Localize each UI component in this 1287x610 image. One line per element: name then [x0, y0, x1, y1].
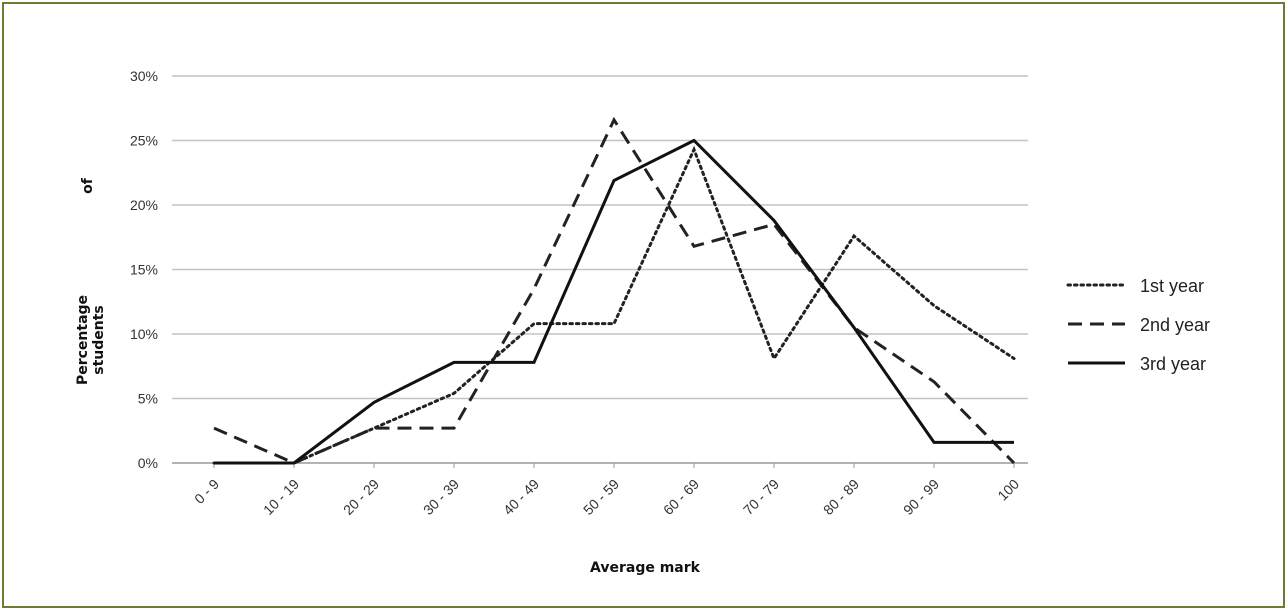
y-axis-title-line2: students	[91, 305, 107, 375]
series-line-1	[212, 145, 1016, 465]
legend: 1st year 2nd year 3rd year	[1066, 276, 1210, 374]
series-line-2	[213, 116, 1016, 465]
x-tick-label: 10 - 19	[260, 476, 302, 518]
y-axis-title: Percentage students	[75, 295, 107, 385]
x-tick-label: 80 - 89	[820, 476, 862, 518]
x-axis-title: Average mark	[590, 560, 701, 576]
y-tick-label: 15%	[130, 262, 158, 278]
y-tick-label: 30%	[130, 68, 158, 84]
series-line-3	[214, 138, 1014, 465]
x-tick-label: 90 - 99	[900, 476, 942, 518]
x-tick-label: 70 - 79	[740, 476, 782, 518]
y-axis-ticks: 0% 5% 10% 15% 20% 25% 30%	[130, 68, 158, 471]
x-tick-label: 20 - 29	[340, 476, 382, 518]
legend-label-2: 2nd year	[1140, 315, 1210, 335]
grid-lines	[172, 75, 1028, 464]
y-axis-title-line1: Percentage	[75, 295, 91, 385]
series-lines	[212, 116, 1016, 465]
x-tick-label: 40 - 49	[500, 476, 542, 518]
legend-label-3: 3rd year	[1140, 354, 1206, 374]
y-tick-label: 25%	[130, 133, 158, 149]
y-tick-label: 5%	[138, 391, 158, 407]
x-tick-label: 30 - 39	[420, 476, 462, 518]
y-tick-label: 20%	[130, 197, 158, 213]
x-axis-ticks: 0 - 9 10 - 19 20 - 29 30 - 39 40 - 49 50 - 59…	[191, 463, 1022, 518]
legend-label-1: 1st year	[1140, 276, 1204, 296]
x-tick-label: 0 - 9	[191, 476, 222, 507]
x-tick-label: 100	[994, 476, 1022, 504]
y-tick-label: 0%	[138, 455, 158, 471]
x-tick-label: 50 - 59	[580, 476, 622, 518]
x-tick-label: 60 - 69	[660, 476, 702, 518]
y-tick-label: 10%	[130, 326, 158, 342]
y-axis-title-fragment: of	[80, 177, 96, 194]
